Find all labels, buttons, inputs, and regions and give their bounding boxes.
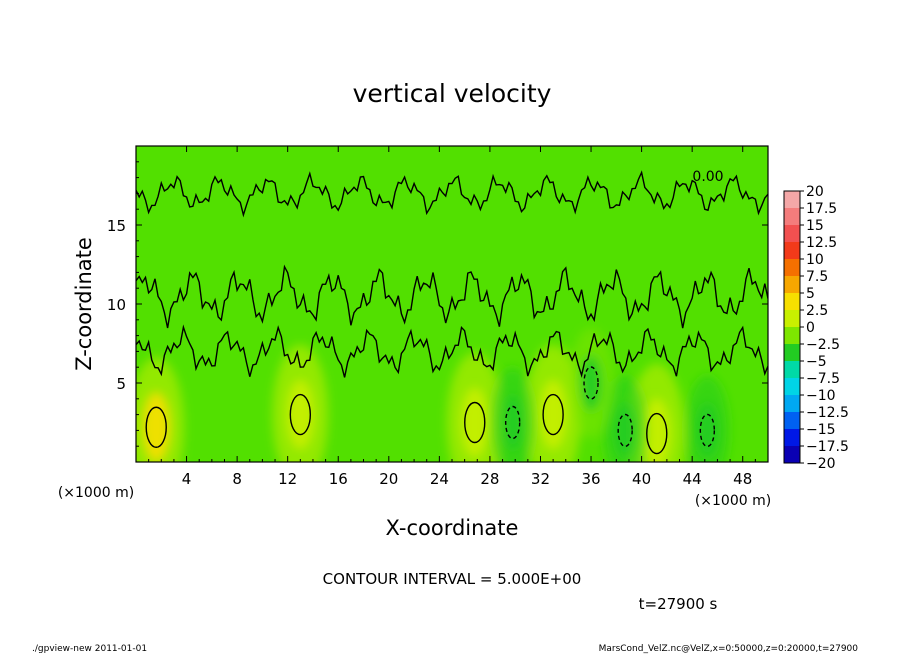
- colorbar-swatch-7: [784, 310, 800, 328]
- contour-downdraft-6: [617, 413, 633, 448]
- colorbar-swatch-0: [784, 191, 800, 209]
- y-tick-label-1: 10: [107, 296, 126, 314]
- contour-updraft-2: [464, 401, 486, 444]
- x-tick-label-10: 44: [683, 470, 702, 488]
- contour-downdraft-8: [583, 366, 599, 400]
- contour-downdraft-5: [504, 405, 521, 440]
- x-tick-label-3: 16: [329, 470, 348, 488]
- field-core-5: [501, 395, 524, 450]
- x-tick-label-6: 28: [480, 470, 499, 488]
- colorbar-label-1: 17.5: [806, 201, 837, 217]
- zero-contour-high: [136, 170, 768, 218]
- contour-interval-text: CONTOUR INTERVAL = 5.000E+00: [323, 570, 582, 588]
- colorbar-label-9: −2.5: [806, 337, 840, 353]
- x-tick-label-7: 32: [531, 470, 550, 488]
- colorbar-label-16: −20: [806, 456, 836, 472]
- colorbar-label-4: 10: [806, 252, 824, 268]
- colorbar-swatch-3: [784, 242, 800, 260]
- footer-left: ./gpview-new 2011-01-01: [32, 644, 147, 654]
- x-axis-label: X-coordinate: [386, 516, 519, 540]
- contour-downdraft-7: [699, 413, 716, 448]
- velocity-field: [136, 328, 730, 462]
- field-core-3: [539, 379, 568, 450]
- field-core-0: [142, 392, 171, 462]
- colorbar-swatch-6: [784, 293, 800, 311]
- field-core-1: [286, 379, 315, 450]
- field-core-7: [696, 402, 719, 458]
- x-tick-label-2: 12: [278, 470, 297, 488]
- colorbar-label-10: −5: [806, 354, 827, 370]
- footer-right: MarsCond_VelZ.nc@VelZ,x=0:50000,z=0:2000…: [599, 644, 859, 654]
- contour-updraft-4: [646, 412, 668, 455]
- y-tick-label-2: 15: [107, 217, 126, 235]
- y-axis: 5 10 15: [107, 161, 768, 447]
- field-core-6: [614, 402, 637, 458]
- y-tick-label-0: 5: [116, 375, 126, 393]
- colorbar-swatch-9: [784, 344, 800, 362]
- colorbar-swatch-12: [784, 395, 800, 413]
- colorbar-label-6: 5: [806, 286, 815, 302]
- colorbar-label-2: 15: [806, 218, 824, 234]
- x-tick-label-4: 20: [379, 470, 398, 488]
- colorbar-swatch-11: [784, 378, 800, 396]
- contour-updraft-1: [289, 393, 312, 436]
- x-tick-label-8: 36: [581, 470, 600, 488]
- x-unit-label: (×1000 m): [695, 493, 771, 509]
- x-tick-label-5: 24: [430, 470, 449, 488]
- colorbar-label-7: 2.5: [806, 303, 828, 319]
- y-axis-label: Z-coordinate: [72, 237, 96, 371]
- colorbar-label-8: 0: [806, 320, 815, 336]
- contour-lines: [136, 170, 768, 455]
- contour-updraft-0: [145, 406, 167, 448]
- x-axis: 4 8 12 16 20 24 28 32 36 40 44 48: [148, 146, 756, 488]
- field-core-8: [580, 355, 603, 411]
- colorbar-swatch-5: [784, 276, 800, 294]
- colorbar-label-0: 20: [806, 184, 824, 200]
- contour-updraft-3: [542, 393, 564, 436]
- colorbar-swatch-1: [784, 208, 800, 226]
- zero-contour-mid: [136, 264, 768, 329]
- field-core-4: [642, 398, 671, 462]
- plot-area: 0.00: [136, 146, 768, 462]
- colorbar-swatch-4: [784, 259, 800, 277]
- colorbar-label-5: 7.5: [806, 269, 828, 285]
- y-unit-label: (×1000 m): [58, 485, 134, 501]
- x-tick-label-1: 8: [232, 470, 242, 488]
- colorbar-swatch-8: [784, 327, 800, 345]
- contour-label: 0.00: [692, 169, 723, 185]
- chart-title: vertical velocity: [353, 79, 552, 108]
- colorbar: 2017.51512.5107.552.50−2.5−5−7.5−10−12.5…: [783, 184, 849, 472]
- x-tick-label-11: 48: [733, 470, 752, 488]
- colorbar-label-12: −10: [806, 388, 836, 404]
- x-tick-label-0: 4: [182, 470, 192, 488]
- colorbar-label-11: −7.5: [806, 371, 840, 387]
- colorbar-label-14: −15: [806, 422, 836, 438]
- colorbar-swatch-2: [784, 225, 800, 243]
- colorbar-swatch-15: [784, 446, 800, 464]
- zero-contour-low: [136, 324, 768, 378]
- colorbar-swatch-14: [784, 429, 800, 447]
- field-core-2: [460, 387, 489, 458]
- colorbar-label-13: −12.5: [806, 405, 849, 421]
- x-tick-label-9: 40: [632, 470, 651, 488]
- time-text: t=27900 s: [639, 595, 718, 613]
- colorbar-label-15: −17.5: [806, 439, 849, 455]
- colorbar-swatch-10: [784, 361, 800, 379]
- colorbar-swatch-13: [784, 412, 800, 430]
- colorbar-label-3: 12.5: [806, 235, 837, 251]
